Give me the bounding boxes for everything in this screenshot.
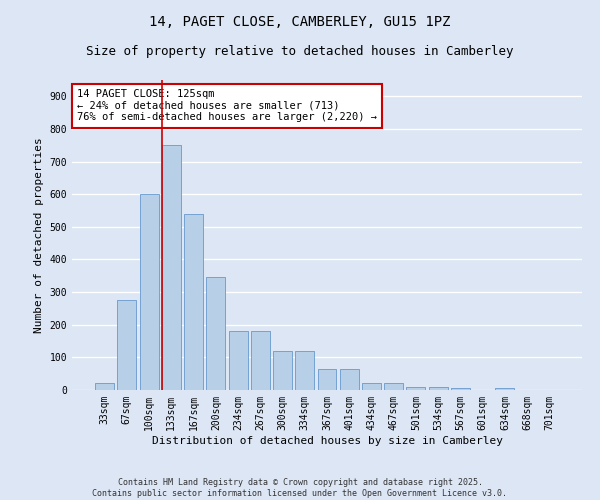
Bar (140, 194, 158, 390)
Text: 14, PAGET CLOSE, CAMBERLEY, GU15 1PZ: 14, PAGET CLOSE, CAMBERLEY, GU15 1PZ (149, 15, 451, 29)
Bar (340, 369, 359, 390)
Text: Contains HM Land Registry data © Crown copyright and database right 2025.
Contai: Contains HM Land Registry data © Crown c… (92, 478, 508, 498)
Bar (295, 351, 314, 390)
X-axis label: Distribution of detached houses by size in Camberley: Distribution of detached houses by size … (151, 436, 503, 446)
Bar (317, 369, 337, 390)
Bar (118, 300, 136, 390)
Y-axis label: Number of detached properties: Number of detached properties (34, 137, 44, 333)
Bar (95, 384, 114, 390)
Bar (229, 332, 248, 390)
Bar (206, 278, 225, 390)
Bar (451, 388, 470, 390)
Bar (251, 332, 270, 390)
Bar (362, 384, 381, 390)
Bar (162, 146, 181, 390)
Bar (184, 214, 203, 390)
Text: Size of property relative to detached houses in Camberley: Size of property relative to detached ho… (86, 45, 514, 58)
Bar (384, 384, 403, 390)
Bar (429, 386, 448, 390)
Bar (496, 388, 514, 390)
Text: 14 PAGET CLOSE: 125sqm
← 24% of detached houses are smaller (713)
76% of semi-de: 14 PAGET CLOSE: 125sqm ← 24% of detached… (77, 90, 377, 122)
Bar (406, 386, 425, 390)
Bar (273, 351, 292, 390)
